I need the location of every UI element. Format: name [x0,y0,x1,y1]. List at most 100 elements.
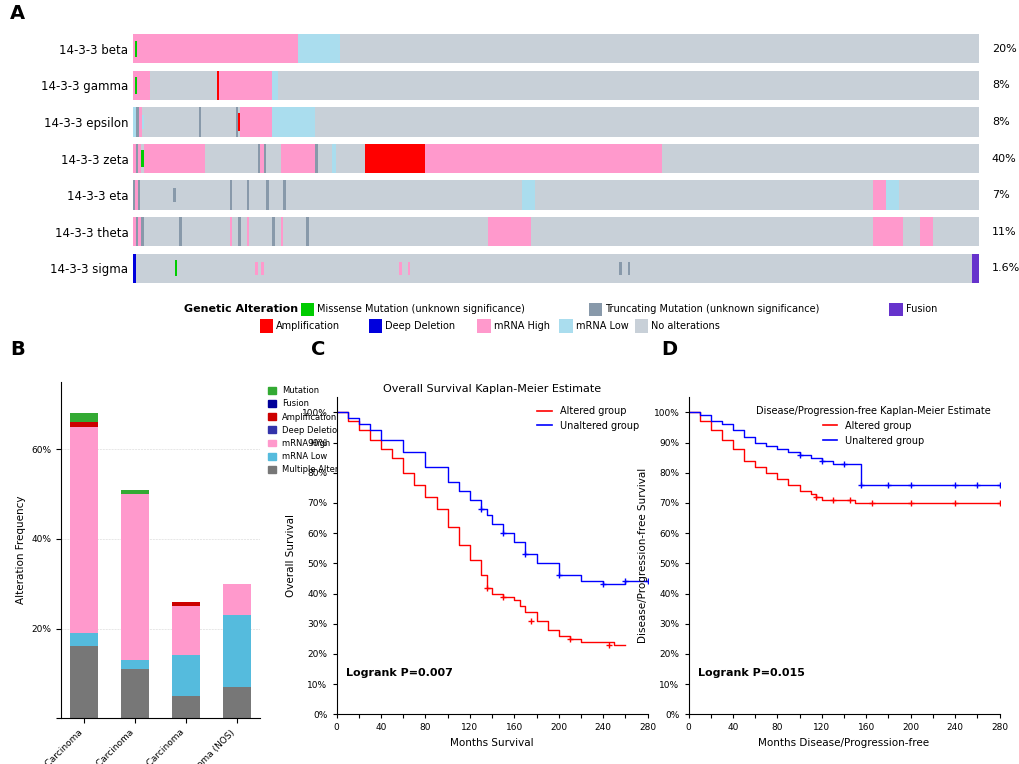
Bar [136,144,138,173]
Bar [144,144,205,173]
Legend: Mutation, Fusion, Amplification, Deep Deletion, mRNA High, mRNA Low, Multiple Al: Mutation, Fusion, Amplification, Deep De… [268,386,364,474]
Bar [132,254,137,283]
Bar [142,115,145,129]
X-axis label: Months Disease/Progression-free: Months Disease/Progression-free [758,738,928,748]
Bar [264,144,266,173]
Bar [121,668,149,718]
Bar [280,217,283,246]
Bar [173,188,175,202]
Bar [70,427,98,633]
Bar [971,254,978,283]
Text: Logrank P=0.007: Logrank P=0.007 [345,668,452,678]
Bar [139,107,142,137]
Text: C: C [311,340,325,359]
Text: Logrank P=0.015: Logrank P=0.015 [697,668,804,678]
Bar [132,34,298,63]
Bar [331,144,335,173]
Bar [247,217,250,246]
Bar [223,584,251,615]
Bar [175,260,177,277]
Bar [223,615,251,687]
Bar [135,180,138,209]
Bar [238,113,239,131]
Bar [132,217,136,246]
Bar [272,217,274,246]
Bar [229,180,232,209]
Bar [136,217,138,246]
Text: 8%: 8% [990,117,1009,127]
Bar [70,422,98,427]
Bar [141,217,144,246]
Bar [70,633,98,646]
Bar [488,217,530,246]
Bar [272,71,278,100]
Text: 11%: 11% [990,227,1016,237]
Bar [132,34,978,63]
Bar [424,144,661,173]
Text: mRNA Low: mRNA Low [576,321,628,332]
Bar [260,144,264,173]
X-axis label: Months Survival: Months Survival [450,738,533,748]
Bar [135,40,138,57]
Bar [298,34,339,63]
Text: Genetic Alteration: Genetic Alteration [183,304,298,315]
Bar [919,217,931,246]
Bar [890,217,902,246]
Text: Missense Mutation (unknown significance): Missense Mutation (unknown significance) [317,304,525,315]
Bar [136,107,139,137]
Bar [138,217,141,246]
Bar [619,262,622,274]
Bar [258,144,260,173]
Bar [132,217,978,246]
Text: Deep Deletion: Deep Deletion [385,321,454,332]
Bar [179,217,182,246]
Text: 40%: 40% [990,154,1016,163]
Bar [172,606,200,656]
Text: D: D [660,340,677,359]
Text: Fusion: Fusion [905,304,936,315]
Bar [70,646,98,718]
Text: 1.6%: 1.6% [990,264,1019,274]
Bar [132,107,978,137]
Bar [229,217,232,246]
Bar [408,262,410,274]
Bar [121,660,149,668]
Bar [132,71,150,100]
Bar [132,144,136,173]
Text: mRNA High: mRNA High [493,321,549,332]
Bar [172,696,200,718]
Bar [235,107,238,137]
Y-axis label: Disease/Progression-free Survival: Disease/Progression-free Survival [638,468,647,643]
Bar [70,413,98,422]
Text: No alterations: No alterations [650,321,719,332]
Bar [398,262,401,274]
Text: 8%: 8% [990,80,1009,90]
Bar [217,71,219,100]
Bar [132,107,136,137]
Bar [132,180,135,209]
Bar [132,254,978,283]
Bar [886,180,898,209]
Bar [121,490,149,494]
Title: Overall Survival Kaplan-Meier Estimate: Overall Survival Kaplan-Meier Estimate [383,384,600,393]
Bar [306,217,309,246]
Bar [238,217,240,246]
Bar [239,107,272,137]
Y-axis label: Overall Survival: Overall Survival [286,514,296,597]
Bar [266,180,269,209]
Y-axis label: Alteration Frequency: Alteration Frequency [15,496,25,604]
Bar [141,151,144,167]
Bar [628,262,630,274]
Bar [138,144,141,173]
Text: Truncating Mutation (unknown significance): Truncating Mutation (unknown significanc… [604,304,818,315]
Bar [132,180,978,209]
Bar [261,262,264,274]
Bar [280,144,314,173]
Text: 20%: 20% [990,44,1016,53]
Bar [132,71,978,100]
Bar [283,180,285,209]
Bar [135,77,138,94]
Text: B: B [10,340,24,359]
Bar [121,494,149,660]
Text: A: A [10,4,25,23]
